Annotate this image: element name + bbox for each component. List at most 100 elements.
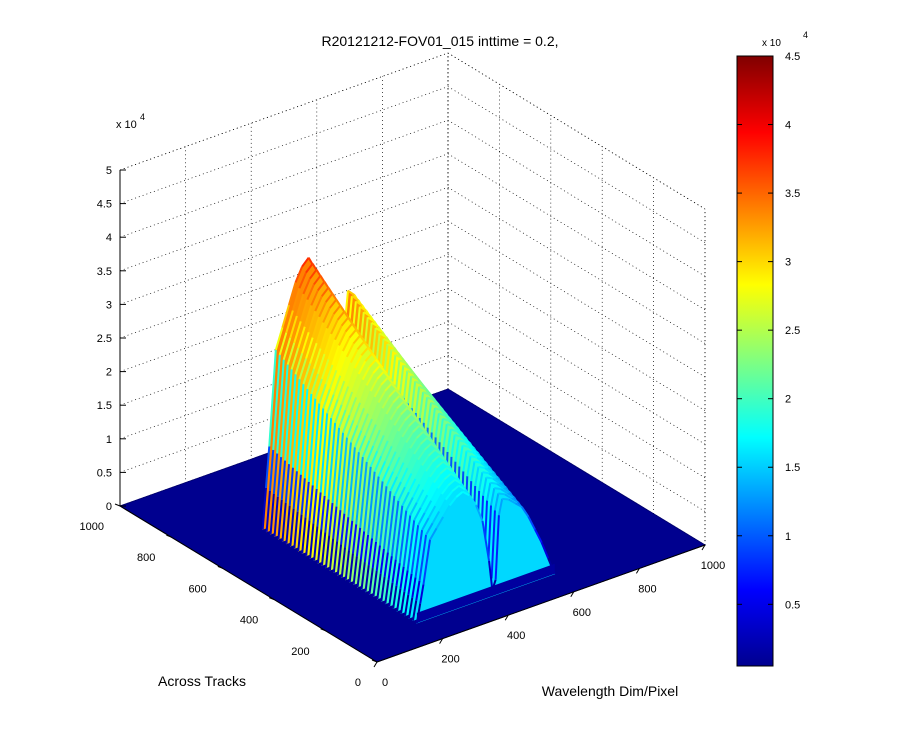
surface-ridge-18-7: [372, 365, 381, 374]
surface-ridge-10-5: [327, 339, 336, 360]
z-tick-label-6: 3: [106, 299, 112, 311]
surface-ridge-11-4: [324, 364, 334, 385]
surface-ridge-27-4: [388, 451, 397, 467]
z-gridline-2: [119, 321, 706, 479]
surface-ridge-21-3: [357, 435, 367, 453]
surface-ridge-31-7: [423, 442, 432, 451]
surface-ridge-15-16: [406, 369, 415, 375]
surface-ridge-39-5: [442, 504, 451, 518]
surface-ridge-11-6: [338, 331, 347, 346]
surface-ridge-25-7: [400, 406, 409, 416]
surface-ridge-20-7: [380, 377, 389, 386]
surface-ridge-1-5: [291, 287, 301, 311]
surface-ridge-39-2: [422, 539, 432, 585]
surface-ridge-28-2: [378, 486, 388, 546]
surface-ridge-23-8: [398, 394, 407, 404]
y-tick-mark-1: [320, 628, 326, 632]
surface-ridge-12-5: [335, 350, 344, 371]
surface-ridge-8-4: [313, 348, 322, 369]
surface-ridge-10-2: [307, 398, 317, 482]
surface-ridge-16-0: [324, 535, 331, 568]
surface-ridge-26-15: [446, 429, 452, 453]
surface-ridge-20-5: [367, 396, 376, 415]
surface-ridge-17-4: [348, 397, 358, 416]
surface-ridge-21-7: [384, 383, 393, 392]
surface-ridge-3-5: [299, 299, 309, 322]
surface-ridge-39-19: [521, 506, 530, 518]
surface-ridge-21-16: [430, 401, 438, 407]
surface-ridge-21-6: [377, 390, 386, 404]
surface-ridge-13-2: [319, 413, 329, 493]
surface-ridge-21-4: [364, 418, 373, 436]
surface-ridge-24-16: [442, 417, 450, 422]
surface-ridge-33-3: [405, 496, 414, 511]
surface-ridge-2-2: [276, 359, 285, 454]
surface-ridge-2-4: [289, 315, 298, 339]
surface-ridge-29-8: [422, 430, 431, 439]
surface-ridge-34-7: [435, 460, 444, 469]
colorbar-tick-label-3: 2: [785, 394, 791, 406]
surface-ridge-22-5: [374, 407, 384, 425]
surface-ridge-27-7: [408, 418, 417, 427]
surface-ridge-28-4: [392, 456, 401, 473]
colorbar-tick-label-0: 0.5: [785, 599, 800, 611]
colorbar-tick-label-1: 1: [785, 531, 791, 543]
surface-ridge-27-18: [467, 441, 476, 450]
surface-ridge-16-2: [331, 427, 341, 504]
surface-ridge-39-21: [534, 529, 543, 543]
y-tick-label-4: 800: [137, 552, 155, 564]
colorbar-tick-label-4: 2.5: [785, 325, 800, 337]
surface-ridge-27-5: [394, 436, 404, 453]
surface-ridge-39-17: [508, 498, 516, 505]
surface-ridge-24-5: [382, 419, 392, 436]
z-exponent-power: 4: [140, 112, 145, 122]
surface-ridge-19-4: [356, 407, 365, 426]
surface-ridge-8-1: [296, 474, 302, 512]
surface-ridge-24-7: [396, 400, 405, 410]
surface-ridge-33-7: [431, 454, 440, 463]
surface-ridge-12-7: [348, 329, 357, 339]
surface-ridge-7-4: [309, 342, 318, 364]
surface-ridge-38-18: [510, 497, 519, 503]
surface-ridge-28-5: [398, 442, 408, 458]
surface-ridge-26-6: [397, 419, 406, 432]
surface-ridge-14-1: [320, 495, 326, 530]
surface-ridge-14-2: [323, 418, 333, 497]
surface-ridge-36-3: [417, 512, 426, 526]
surface-ridge-0-5: [287, 282, 297, 306]
surface-ridge-38-7: [451, 484, 460, 492]
surface-ridge-33-17: [484, 467, 493, 474]
surface-ridge-37-2: [414, 529, 424, 578]
surface-ridge-21-8: [390, 383, 399, 392]
surface-ridge-9-4: [317, 353, 326, 375]
surface-ridge-29-3: [389, 476, 398, 492]
surface-ridge-27-8: [414, 418, 423, 427]
surface-ridge-17-1: [332, 506, 338, 539]
surface-ridge-19-2: [343, 442, 352, 514]
y-tick-mark-0: [371, 659, 378, 663]
surface-ridge-26-8: [410, 412, 419, 421]
surface-ridge-19-3: [350, 424, 359, 443]
surface-ridge-13-16: [398, 359, 407, 365]
surface-ridge-15-2: [327, 422, 337, 500]
surface-ridge-33-6: [425, 461, 434, 472]
surface-ridge-39-4: [435, 516, 445, 529]
surface-ridge-7-5: [315, 322, 325, 344]
surface-ridge-23-7: [392, 394, 401, 404]
colorbar-tick-label-5: 3: [785, 257, 791, 269]
surface-ridge-12-3: [322, 388, 331, 409]
surface-ridge-18-2: [339, 437, 348, 511]
surface-ridge-28-8: [418, 424, 427, 433]
surface-ridge-30-1: [383, 552, 389, 578]
surface-ridge-31-2: [390, 500, 400, 557]
surface-ridge-32-2: [394, 505, 404, 560]
surface-ridge-5-7: [321, 287, 330, 297]
colorbar-exponent-power: 4: [803, 30, 808, 40]
surface-ridge-10-16: [387, 343, 395, 349]
surface-ridge-8-16: [379, 332, 387, 338]
surface-ridge-14-6: [349, 348, 359, 363]
pane-edge-4: [447, 52, 706, 210]
surface-ridge-9-0: [297, 514, 303, 552]
surface-ridge-15-4: [340, 386, 350, 406]
surface-ridge-13-3: [326, 394, 335, 414]
